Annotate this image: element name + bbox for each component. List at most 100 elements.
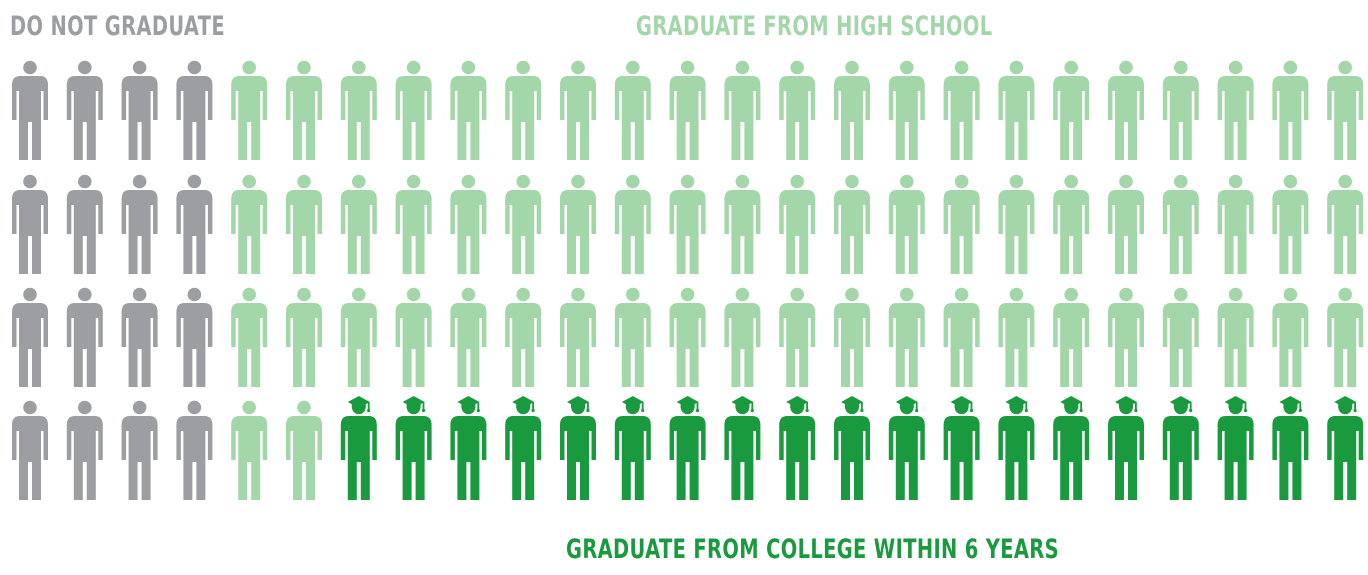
person-icon: [176, 174, 213, 274]
person-icon: [12, 60, 48, 160]
person-icon: [669, 287, 706, 387]
person-icon: [505, 287, 542, 387]
person-icon: [998, 174, 1035, 274]
person-icon: [724, 174, 761, 274]
person-icon: [614, 174, 651, 274]
person-icon: [888, 174, 925, 274]
person-icon: [1327, 60, 1364, 160]
person-icon: [1053, 60, 1090, 160]
person-icon: [888, 287, 925, 387]
person-icon: [669, 174, 706, 274]
person-icon: [1217, 174, 1254, 274]
graduate-person-icon: [1108, 396, 1144, 500]
person-icon: [1162, 174, 1199, 274]
person-icon: [450, 174, 487, 274]
person-icon: [614, 287, 651, 387]
person-icon: [286, 287, 322, 387]
person-icon: [1327, 287, 1364, 387]
person-icon: [505, 174, 542, 274]
graduate-high-school-label: GRADUATE FROM HIGH SCHOOL: [636, 11, 993, 42]
person-icon: [724, 287, 761, 387]
person-icon: [614, 60, 651, 160]
person-icon: [1108, 60, 1144, 160]
person-icon: [121, 174, 158, 274]
person-icon: [998, 287, 1035, 387]
person-icon: [1217, 60, 1254, 160]
person-icon: [340, 174, 377, 274]
person-icon: [560, 287, 596, 387]
do-not-graduate-label: DO NOT GRADUATE: [10, 11, 226, 42]
person-icon: [66, 400, 103, 500]
graduate-person-icon: [614, 396, 651, 500]
graduate-person-icon: [395, 396, 432, 500]
graduate-person-icon: [669, 396, 706, 500]
person-icon: [231, 174, 268, 274]
person-icon: [779, 60, 816, 160]
graduate-college-label: GRADUATE FROM COLLEGE WITHIN 6 YEARS: [566, 534, 1059, 565]
person-icon: [340, 287, 377, 387]
graduate-person-icon: [1217, 396, 1254, 500]
person-icon: [505, 60, 542, 160]
person-icon: [395, 174, 432, 274]
person-icon: [286, 174, 322, 274]
graduate-person-icon: [505, 396, 542, 500]
person-icon: [1053, 174, 1090, 274]
graduate-person-icon: [1162, 396, 1199, 500]
graduate-person-icon: [450, 396, 487, 500]
graduate-person-icon: [340, 396, 377, 500]
person-icon: [121, 287, 158, 387]
person-icon: [12, 174, 48, 274]
person-icon: [1327, 174, 1364, 274]
graduate-person-icon: [1272, 396, 1309, 500]
graduate-person-icon: [834, 396, 870, 500]
person-icon: [176, 60, 213, 160]
person-icon: [286, 60, 322, 160]
graduate-person-icon: [560, 396, 596, 500]
person-icon: [1272, 174, 1309, 274]
person-icon: [12, 400, 48, 500]
graduate-person-icon: [998, 396, 1035, 500]
person-icon: [450, 60, 487, 160]
person-icon: [66, 287, 103, 387]
person-icon: [834, 287, 870, 387]
person-icon: [998, 60, 1035, 160]
graduate-person-icon: [1327, 396, 1364, 500]
person-icon: [450, 287, 487, 387]
graduate-person-icon: [888, 396, 925, 500]
person-icon: [724, 60, 761, 160]
person-icon: [395, 287, 432, 387]
person-icon: [560, 174, 596, 274]
person-icon: [1162, 287, 1199, 387]
graduate-person-icon: [1053, 396, 1090, 500]
person-icon: [834, 174, 870, 274]
person-icon: [943, 287, 980, 387]
person-icon: [1162, 60, 1199, 160]
person-icon: [779, 174, 816, 274]
person-icon: [943, 174, 980, 274]
person-icon: [888, 60, 925, 160]
person-icon: [1272, 60, 1309, 160]
person-icon: [1217, 287, 1254, 387]
person-icon: [1272, 287, 1309, 387]
person-icon: [669, 60, 706, 160]
person-icon: [560, 60, 596, 160]
person-icon: [286, 400, 322, 500]
person-icon: [834, 60, 870, 160]
person-icon: [176, 287, 213, 387]
person-icon: [395, 60, 432, 160]
person-icon: [340, 60, 377, 160]
person-icon: [66, 174, 103, 274]
person-icon: [121, 400, 158, 500]
person-icon: [1108, 174, 1144, 274]
graduate-person-icon: [724, 396, 761, 500]
person-icon: [121, 60, 158, 160]
person-icon: [176, 400, 213, 500]
person-icon: [1108, 287, 1144, 387]
graduate-person-icon: [779, 396, 816, 500]
person-icon: [231, 60, 268, 160]
person-icon: [231, 287, 268, 387]
person-icon: [12, 287, 48, 387]
person-icon: [1053, 287, 1090, 387]
